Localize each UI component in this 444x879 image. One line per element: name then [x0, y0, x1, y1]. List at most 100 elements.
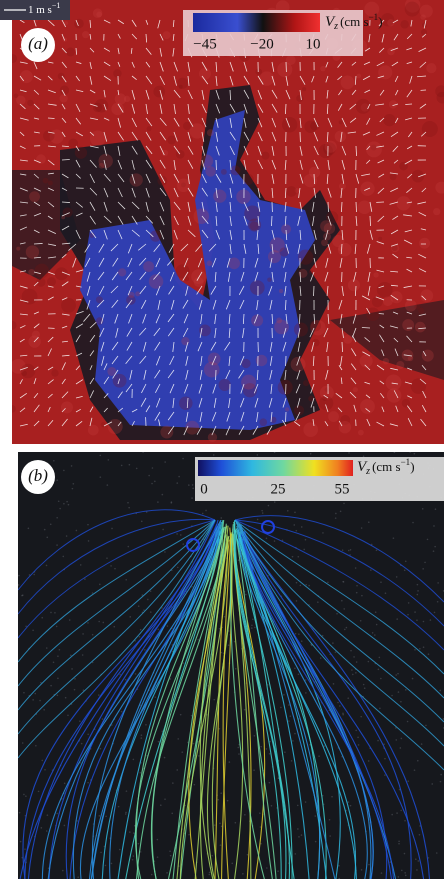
texture [198, 67, 211, 80]
velocity-arrow [47, 419, 54, 427]
velocity-arrow [325, 369, 329, 380]
velocity-arrow [173, 61, 178, 72]
texture [125, 790, 128, 792]
velocity-arrow [403, 285, 413, 288]
velocity-arrow [131, 215, 138, 225]
velocity-arrow [103, 75, 112, 81]
texture [318, 395, 334, 411]
velocity-arrow [240, 411, 245, 422]
texture [162, 31, 171, 40]
texture [380, 581, 382, 584]
texture [80, 742, 83, 745]
texture [356, 73, 362, 79]
velocity-arrow [389, 325, 399, 329]
texture [251, 314, 264, 327]
velocity-arrow [61, 378, 66, 385]
texture [118, 848, 121, 851]
texture [87, 523, 89, 526]
texture [233, 640, 236, 643]
velocity-arrow [89, 103, 98, 107]
velocity-arrow [86, 299, 91, 310]
texture [418, 833, 421, 836]
texture [242, 873, 244, 875]
texture [373, 272, 379, 278]
velocity-arrow [239, 299, 245, 310]
velocity-arrow [341, 327, 344, 338]
velocity-arrow [421, 187, 427, 193]
texture [344, 628, 346, 631]
texture [281, 116, 298, 133]
texture [143, 261, 155, 272]
texture [84, 578, 86, 580]
velocity-arrow [47, 172, 54, 175]
texture [63, 469, 65, 472]
velocity-arrow [75, 19, 79, 27]
velocity-arrow [142, 341, 147, 352]
texture [21, 370, 27, 376]
velocity-arrow [390, 229, 399, 235]
texture [397, 691, 400, 693]
texture [175, 149, 185, 159]
texture [52, 661, 55, 664]
velocity-arrow [117, 229, 123, 240]
texture [138, 635, 141, 638]
velocity-arrow [75, 103, 81, 112]
velocity-arrow [340, 377, 343, 385]
velocity-arrow [19, 173, 27, 176]
texture [400, 737, 403, 740]
texture [427, 857, 430, 859]
texture [414, 304, 421, 310]
texture [188, 833, 190, 836]
velocity-arrow [271, 313, 274, 325]
velocity-arrow [295, 383, 301, 394]
streamline [19, 520, 216, 879]
texture [404, 872, 406, 874]
velocity-arrow [369, 229, 373, 240]
velocity-arrow [75, 323, 84, 329]
texture [420, 743, 423, 745]
texture [436, 91, 444, 104]
velocity-arrow [167, 411, 175, 421]
texture [294, 511, 296, 514]
velocity-arrow [201, 75, 209, 85]
velocity-arrow [313, 173, 315, 185]
streamline [234, 519, 444, 675]
texture [338, 182, 346, 190]
texture [146, 126, 152, 132]
texture [157, 628, 160, 631]
scale-bar-bg [0, 0, 70, 20]
texture [220, 168, 227, 175]
velocity-arrow [89, 417, 93, 427]
velocity-arrow [75, 145, 80, 152]
velocity-arrow [33, 89, 40, 95]
texture [395, 727, 397, 729]
streamline [27, 531, 217, 879]
velocity-arrow [99, 285, 105, 296]
velocity-arrow [365, 408, 371, 413]
velocity-arrow [47, 215, 53, 220]
velocity-arrow [33, 173, 40, 179]
velocity-arrow [365, 394, 371, 399]
velocity-arrow [390, 270, 399, 273]
velocity-arrow [89, 201, 96, 211]
velocity-arrow [390, 47, 399, 52]
velocity-arrow [103, 421, 113, 427]
velocity-arrow [33, 201, 41, 207]
velocity-arrow [256, 229, 259, 240]
velocity-arrow [145, 173, 151, 184]
texture [288, 704, 290, 706]
velocity-arrow [269, 299, 273, 310]
velocity-arrow [195, 243, 203, 252]
velocity-arrow [285, 103, 287, 115]
velocity-arrow [406, 405, 413, 413]
velocity-arrow [349, 103, 357, 110]
texture [242, 383, 258, 398]
texture [50, 611, 52, 614]
texture [360, 103, 370, 112]
velocity-arrow [89, 406, 94, 413]
texture [65, 535, 68, 537]
velocity-arrow [47, 271, 55, 275]
texture [404, 560, 407, 563]
streamline [41, 526, 218, 879]
texture [327, 581, 329, 584]
